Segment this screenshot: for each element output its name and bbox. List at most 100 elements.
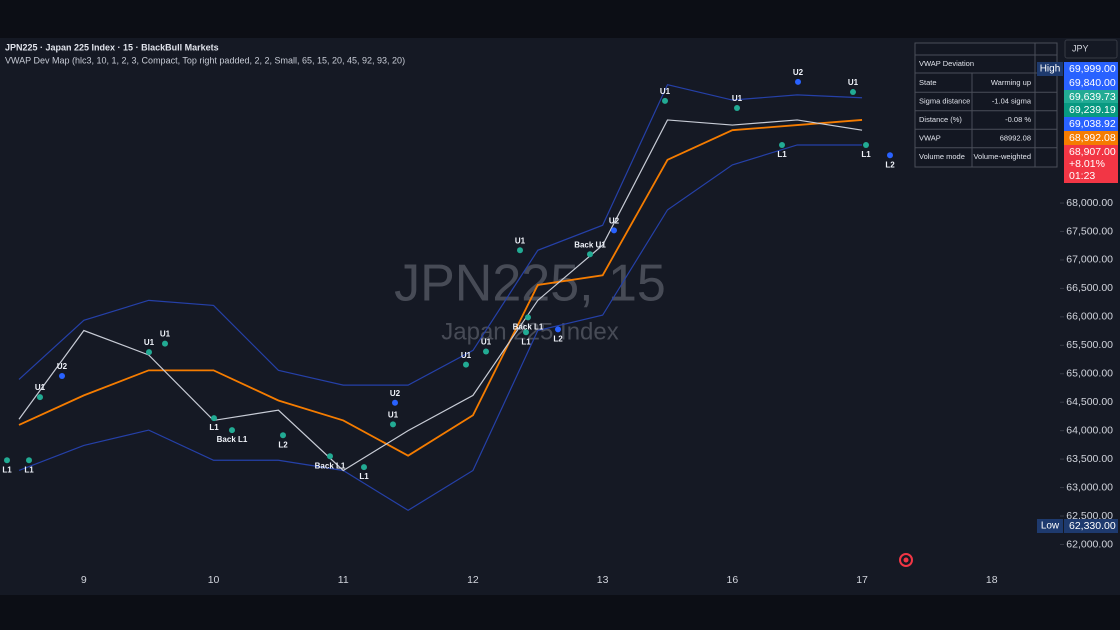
signal-dot	[146, 349, 152, 356]
y-tick-label: 65,500.00	[1066, 339, 1113, 351]
signal-dot	[280, 432, 286, 439]
signal-label: Back L1	[513, 323, 544, 332]
signal-dot	[850, 89, 856, 96]
y-tick-label: 68,000.00	[1066, 197, 1113, 209]
y-tick-label: 66,500.00	[1066, 282, 1113, 294]
y-tick-label: 63,000.00	[1066, 481, 1113, 493]
price-tag-label: 69,840.00	[1069, 77, 1116, 89]
table-key: Sigma distance	[919, 96, 970, 105]
price-tag	[1064, 131, 1118, 145]
signal-dot	[4, 457, 10, 464]
signal-label: Back U1	[574, 240, 606, 249]
x-tick-label: 18	[986, 574, 998, 586]
price-tag-label: 69,038.92	[1069, 118, 1116, 130]
watermark-subtitle: Japan 225 Index	[441, 318, 618, 345]
signal-label: L2	[885, 160, 895, 169]
price-tag	[1064, 157, 1118, 171]
signal-label: U1	[732, 94, 743, 103]
signal-label: Back L1	[315, 461, 346, 470]
signal-label: U2	[609, 216, 620, 225]
price-tag-side-label: High	[1040, 64, 1061, 75]
price-tag-label: 69,999.00	[1069, 63, 1116, 75]
y-tick-label: 63,500.00	[1066, 453, 1113, 465]
table-frame	[914, 42, 1058, 168]
x-tick-label: 13	[597, 574, 609, 586]
indicator-table: VWAP Deviation State Warming up Sigma dist…	[914, 42, 1058, 168]
table-key: VWAP	[919, 133, 941, 142]
signal-dot	[162, 340, 168, 347]
alert-icon-dot	[903, 557, 909, 563]
price-tag	[1064, 169, 1118, 183]
signal-dot	[795, 78, 801, 85]
table-value: -1.04 sigma	[992, 96, 1032, 105]
table-key: Distance (%)	[919, 115, 962, 124]
y-tick-label: 67,000.00	[1066, 254, 1113, 266]
signal-dot	[734, 104, 740, 111]
price-tag-label: 68,907.00	[1069, 146, 1116, 158]
signal-label: U1	[160, 330, 171, 339]
table-value: -0.08 %	[1005, 115, 1031, 124]
price-tag-label: 62,330.00	[1069, 520, 1116, 532]
signal-dot	[779, 141, 785, 148]
alert-icon[interactable]	[899, 553, 913, 567]
signal-label: U1	[515, 236, 526, 245]
price-tag-side	[1037, 62, 1063, 76]
signal-dot	[662, 97, 668, 104]
x-tick-label: 11	[338, 574, 349, 586]
currency-box[interactable]	[1064, 39, 1118, 59]
signal-dot	[229, 427, 235, 434]
signal-label: U1	[481, 338, 492, 347]
price-tag-label: 01:23	[1069, 170, 1095, 182]
y-tick-label: 62,000.00	[1066, 538, 1113, 550]
y-tick-label: 66,000.00	[1066, 311, 1113, 323]
price-tag-label: +8.01%	[1069, 158, 1105, 170]
signal-label: Back L1	[217, 435, 248, 444]
signal-label: L2	[553, 334, 563, 343]
signal-dot	[887, 152, 893, 159]
price-tag-label: 69,639.73	[1069, 91, 1116, 103]
table-key: Volume mode	[919, 152, 965, 161]
table-title: VWAP Deviation	[919, 59, 974, 68]
signal-label: U1	[660, 87, 671, 96]
signal-label: L1	[359, 472, 369, 481]
table-value: 68992.08	[1000, 133, 1031, 142]
signal-dot	[611, 227, 617, 234]
table-value: Volume-weighted	[973, 152, 1031, 161]
y-tick-label: 65,000.00	[1066, 368, 1113, 380]
y-tick-label: 64,000.00	[1066, 424, 1113, 436]
chart-title: JPN225 · Japan 225 Index · 15 · BlackBul…	[5, 42, 219, 52]
watermark: JPN225, 15	[394, 255, 666, 313]
table-value: Warming up	[991, 78, 1031, 87]
price-tag-label: 69,239.19	[1069, 104, 1116, 116]
signal-dot	[555, 326, 561, 333]
signal-dot	[390, 421, 396, 428]
signal-dot	[211, 415, 217, 422]
signal-dot	[483, 348, 489, 355]
price-tag	[1064, 90, 1118, 104]
signal-dot	[37, 394, 43, 401]
y-tick-label: 62,500.00	[1066, 510, 1113, 522]
signal-label: L1	[861, 150, 871, 159]
x-tick-label: 12	[467, 574, 479, 586]
price-tag	[1064, 62, 1118, 76]
signal-dot	[26, 457, 32, 464]
signal-dot	[863, 141, 869, 148]
signal-label: L1	[209, 423, 219, 432]
y-tick-label: 67,500.00	[1066, 225, 1113, 237]
signal-label: U1	[144, 338, 155, 347]
series-line	[18, 83, 863, 386]
price-tag-side	[1037, 519, 1063, 533]
series-line	[18, 119, 863, 472]
chart-subtitle: VWAP Dev Map (hlc3, 10, 1, 2, 3, Compact…	[5, 55, 405, 65]
x-tick-label: 17	[856, 574, 868, 586]
signal-dot	[327, 453, 333, 460]
signal-label: U1	[848, 78, 859, 87]
signal-label: L1	[777, 150, 787, 159]
signal-dot	[525, 314, 531, 321]
signal-dot	[517, 247, 523, 254]
x-tick-label: 9	[81, 574, 87, 586]
signal-dot	[523, 329, 529, 336]
x-tick-label: 10	[208, 574, 220, 586]
